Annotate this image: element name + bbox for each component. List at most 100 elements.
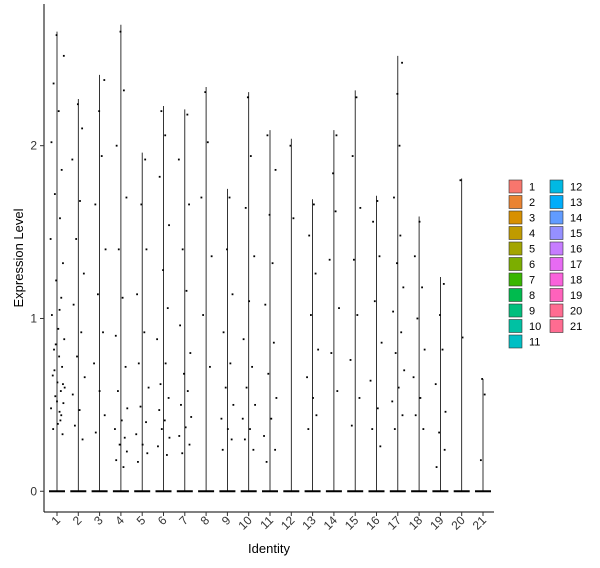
violin-group-5 bbox=[134, 152, 151, 493]
data-point bbox=[57, 110, 60, 113]
data-point bbox=[53, 348, 55, 351]
legend-swatch-17 bbox=[549, 257, 564, 271]
legend-swatch-20 bbox=[549, 303, 564, 318]
data-point bbox=[251, 365, 254, 368]
data-point bbox=[168, 436, 171, 439]
data-point bbox=[114, 428, 116, 430]
data-point bbox=[459, 179, 462, 182]
data-point bbox=[444, 410, 447, 413]
x-tick-label: 15 bbox=[342, 513, 362, 533]
data-point bbox=[189, 352, 192, 354]
violin-group-13 bbox=[304, 199, 321, 493]
data-point bbox=[58, 308, 61, 311]
data-point bbox=[230, 438, 233, 441]
data-point bbox=[178, 435, 181, 437]
data-point bbox=[434, 383, 437, 386]
data-point bbox=[162, 269, 164, 271]
data-point bbox=[378, 255, 381, 258]
data-point bbox=[93, 362, 95, 365]
legend-label-10: 10 bbox=[529, 321, 541, 333]
data-point bbox=[393, 428, 396, 430]
legend-label-16: 16 bbox=[570, 244, 582, 256]
data-point bbox=[75, 238, 78, 240]
legend-label-7: 7 bbox=[529, 275, 535, 287]
data-point bbox=[102, 331, 104, 334]
data-point bbox=[60, 168, 63, 171]
data-point bbox=[79, 200, 81, 202]
legend-swatch-3 bbox=[508, 210, 523, 225]
data-point bbox=[97, 293, 99, 296]
data-point bbox=[336, 390, 339, 392]
data-point bbox=[204, 91, 207, 94]
data-point bbox=[118, 443, 121, 446]
legend-swatch-21 bbox=[549, 319, 564, 333]
data-point bbox=[481, 378, 484, 380]
data-point bbox=[166, 307, 169, 310]
data-point bbox=[160, 110, 163, 113]
data-point bbox=[143, 331, 146, 334]
data-point bbox=[394, 352, 397, 354]
data-point bbox=[137, 460, 139, 463]
data-point bbox=[125, 196, 128, 199]
data-point bbox=[71, 393, 74, 396]
data-point bbox=[379, 445, 382, 448]
data-point bbox=[53, 193, 56, 195]
data-point bbox=[221, 448, 224, 451]
plot-marks bbox=[49, 24, 491, 493]
x-tick-label: 9 bbox=[219, 513, 234, 528]
data-point bbox=[358, 397, 361, 399]
data-point bbox=[479, 459, 482, 462]
x-tick-label: 21 bbox=[470, 513, 490, 533]
legend-swatch-13 bbox=[549, 195, 564, 209]
data-point bbox=[146, 452, 149, 455]
data-point bbox=[392, 310, 395, 313]
data-point bbox=[266, 134, 269, 137]
y-tick-label: 0 bbox=[30, 484, 37, 498]
data-point bbox=[136, 293, 138, 296]
data-point bbox=[81, 438, 84, 441]
data-point bbox=[401, 61, 403, 64]
data-point bbox=[57, 327, 60, 330]
data-point bbox=[60, 296, 63, 299]
data-point bbox=[50, 407, 52, 410]
data-point bbox=[391, 400, 394, 403]
violin-group-17 bbox=[389, 55, 406, 493]
data-point bbox=[117, 390, 119, 392]
data-point bbox=[60, 414, 63, 417]
data-point bbox=[248, 300, 251, 303]
data-point bbox=[376, 407, 379, 410]
data-point bbox=[268, 213, 271, 216]
x-tick-label: 20 bbox=[448, 513, 468, 533]
data-point bbox=[140, 203, 143, 206]
x-tick-label: 12 bbox=[278, 513, 298, 533]
data-point bbox=[372, 220, 374, 223]
data-point bbox=[355, 96, 358, 99]
violin-group-15 bbox=[347, 90, 364, 493]
data-point bbox=[210, 255, 213, 258]
data-point bbox=[190, 416, 193, 418]
data-point bbox=[123, 436, 126, 439]
x-tick-label: 19 bbox=[427, 513, 447, 533]
x-tick-label: 16 bbox=[363, 513, 383, 533]
data-point bbox=[380, 341, 383, 344]
legend-label-20: 20 bbox=[570, 306, 582, 318]
data-point bbox=[124, 365, 127, 368]
violin-group-20 bbox=[453, 178, 470, 493]
data-point bbox=[418, 220, 421, 223]
data-point bbox=[373, 300, 376, 303]
violin-group-10 bbox=[240, 92, 257, 493]
data-point bbox=[98, 110, 101, 113]
violin-group-18 bbox=[411, 216, 428, 493]
data-point bbox=[441, 348, 444, 351]
x-tick-label: 1 bbox=[48, 513, 63, 528]
data-point bbox=[54, 395, 57, 398]
x-tick-label: 14 bbox=[321, 513, 341, 533]
data-point bbox=[222, 331, 225, 334]
data-point bbox=[180, 403, 182, 406]
violin-group-19 bbox=[432, 277, 449, 493]
violin-group-4 bbox=[112, 24, 129, 493]
data-point bbox=[139, 405, 142, 408]
data-point bbox=[59, 390, 62, 392]
data-point bbox=[315, 414, 318, 417]
data-point bbox=[442, 283, 445, 285]
